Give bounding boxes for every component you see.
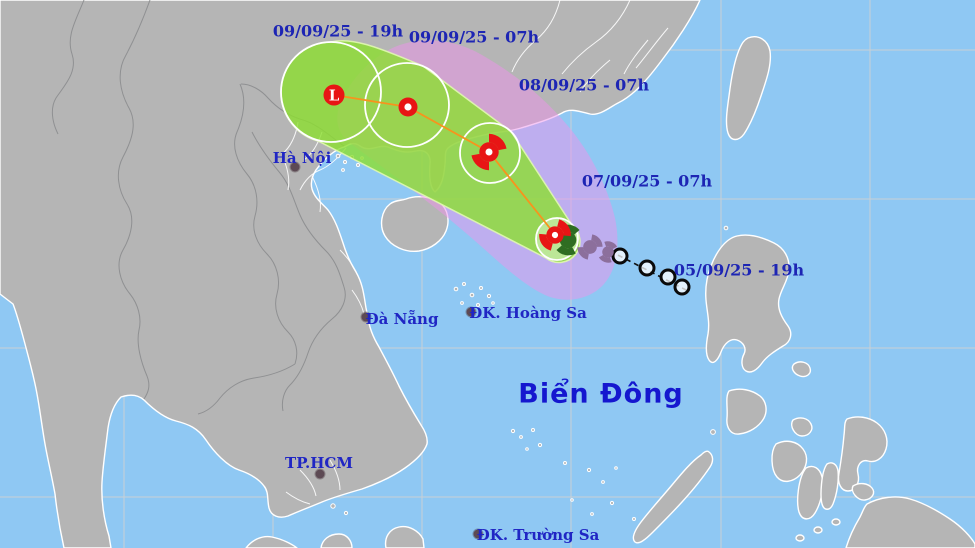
city-dot-hoang-sa: [466, 307, 476, 317]
forecast-circle-24h: [459, 122, 521, 184]
city-dot-hanoi: [290, 162, 300, 172]
island: [797, 465, 824, 520]
past-position-marker: [659, 268, 677, 286]
forecast-circle-48h: [364, 62, 450, 148]
city-dot-danang: [361, 312, 371, 322]
city-dot-tphcm: [315, 469, 325, 479]
country-borders: [51, 0, 346, 415]
past-position-marker: [673, 278, 691, 296]
island: [791, 361, 812, 378]
taiwan-island: [725, 36, 772, 141]
mindoro-island: [726, 388, 767, 435]
island: [320, 533, 353, 548]
tropical-depression-icon: [398, 97, 418, 117]
mindanao-island: [845, 496, 975, 548]
forecast-circle-72h: [280, 41, 382, 143]
luzon-island: [705, 234, 792, 373]
island: [771, 440, 808, 482]
island: [791, 417, 813, 437]
island: [820, 462, 839, 510]
island: [851, 482, 875, 501]
past-position-circles: [611, 247, 691, 296]
island: [837, 416, 888, 492]
city-dot-truong-sa: [473, 529, 483, 539]
island: [795, 534, 805, 542]
forecast-track-line: [333, 94, 558, 238]
low-pressure-letter: L: [329, 87, 340, 105]
past-position-marker: [638, 259, 656, 277]
island: [813, 526, 823, 534]
island: [384, 525, 425, 548]
island: [831, 518, 841, 526]
past-position-marker: [611, 247, 629, 265]
palawan-island: [632, 450, 714, 544]
low-pressure-icon: L: [323, 84, 345, 106]
island: [245, 535, 298, 548]
